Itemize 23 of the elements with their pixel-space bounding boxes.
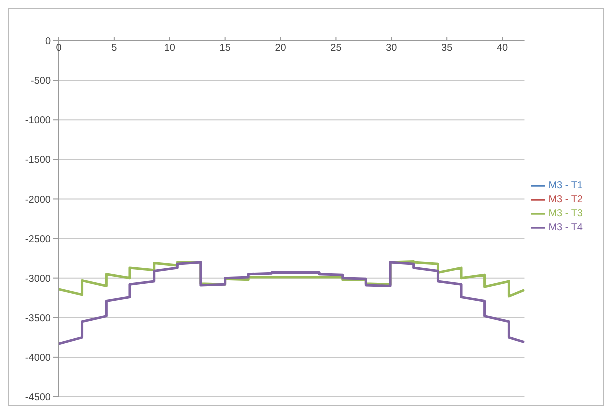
legend-label: M3 - T2 xyxy=(548,194,583,206)
y-tick-label: -3000 xyxy=(25,274,52,285)
x-tick-label: 5 xyxy=(112,43,118,54)
x-tick-label: 40 xyxy=(496,43,509,54)
x-tick-label: 35 xyxy=(442,43,454,54)
y-tick-label: -1000 xyxy=(25,116,52,127)
x-tick-label: 10 xyxy=(164,43,176,54)
x-tick-label: 0 xyxy=(56,43,62,54)
legend-label: M3 - T4 xyxy=(548,222,583,234)
line-series xyxy=(59,261,525,346)
y-tick-label: -1500 xyxy=(25,155,52,166)
x-tick-label: 30 xyxy=(386,43,398,54)
y-tick-label: -2500 xyxy=(25,234,52,246)
x-tick-label: 15 xyxy=(220,43,232,54)
y-tick-label: -4500 xyxy=(25,392,52,404)
y-tick-label: -500 xyxy=(30,76,52,88)
y-tick-label: -3500 xyxy=(25,313,52,324)
y-tick-label: -2000 xyxy=(25,194,52,206)
legend-label: M3 - T3 xyxy=(548,208,583,220)
x-tick-label: 25 xyxy=(330,43,342,54)
y-tick-label: -4000 xyxy=(25,352,52,364)
x-tick-label: 20 xyxy=(275,43,287,54)
legend-label: M3 - T1 xyxy=(548,180,583,192)
